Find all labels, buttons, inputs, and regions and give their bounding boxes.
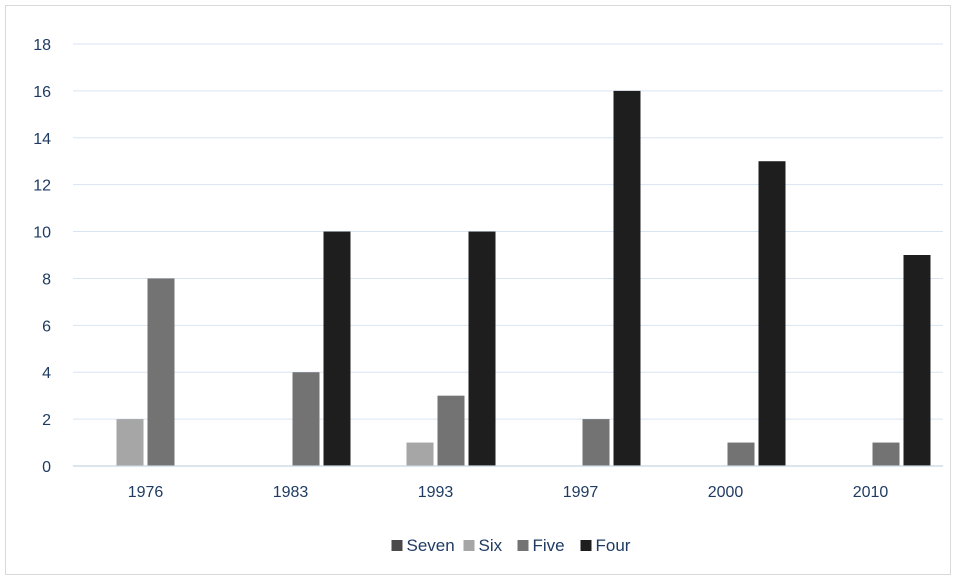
legend-item-four: Four (580, 536, 631, 555)
legend-label: Four (596, 536, 631, 555)
x-tick-label: 2000 (708, 484, 744, 501)
legend-label: Six (479, 536, 503, 555)
bar-five-1997 (582, 419, 610, 466)
bar-four-1983 (323, 231, 351, 466)
legend-item-six: Six (463, 536, 503, 555)
bar-five-1983 (292, 372, 320, 466)
bars (116, 90, 931, 466)
x-tick-label: 1993 (418, 484, 454, 501)
bar-five-1976 (147, 278, 175, 466)
x-axis-ticks: 1976 1983 1993 1997 2000 2010 (128, 484, 889, 501)
legend-item-seven: Seven (391, 536, 455, 555)
y-tick-label: 18 (33, 37, 51, 54)
y-tick-label: 16 (33, 84, 51, 101)
legend-swatch (517, 540, 529, 551)
y-tick-label: 10 (33, 225, 51, 242)
bar-six-1976 (116, 419, 144, 466)
bar-four-2000 (758, 161, 786, 466)
y-tick-label: 6 (42, 318, 51, 335)
legend: Seven Six Five Four (391, 536, 631, 555)
legend-swatch (463, 540, 475, 551)
chart-container: 0 2 4 6 8 10 12 14 16 18 1976 1983 1993 1997 2000 2010… (5, 5, 951, 575)
bar-six-1993 (406, 442, 434, 466)
x-tick-label: 1997 (563, 484, 599, 501)
y-tick-label: 0 (42, 459, 51, 476)
x-tick-label: 1976 (128, 484, 164, 501)
bar-chart: 0 2 4 6 8 10 12 14 16 18 1976 1983 1993 1997 2000 2010… (33, 37, 943, 555)
x-tick-label: 2010 (853, 484, 889, 501)
bar-four-2010 (903, 255, 931, 466)
x-tick-label: 1983 (273, 484, 309, 501)
legend-item-five: Five (517, 536, 565, 555)
legend-swatch (580, 540, 592, 551)
y-tick-label: 14 (33, 131, 51, 148)
bar-five-1993 (437, 395, 465, 466)
bar-five-2010 (872, 442, 900, 466)
legend-swatch (391, 540, 403, 551)
y-tick-label: 4 (42, 365, 51, 382)
bar-five-2000 (727, 442, 755, 466)
y-tick-label: 2 (42, 412, 51, 429)
bar-four-1993 (468, 231, 496, 466)
bar-four-1997 (613, 90, 641, 466)
legend-label: Seven (407, 536, 455, 555)
gridlines (73, 43, 943, 420)
legend-label: Five (533, 536, 565, 555)
y-axis-ticks: 0 2 4 6 8 10 12 14 16 18 (33, 37, 51, 476)
y-tick-label: 8 (42, 271, 51, 288)
y-tick-label: 12 (33, 178, 51, 195)
